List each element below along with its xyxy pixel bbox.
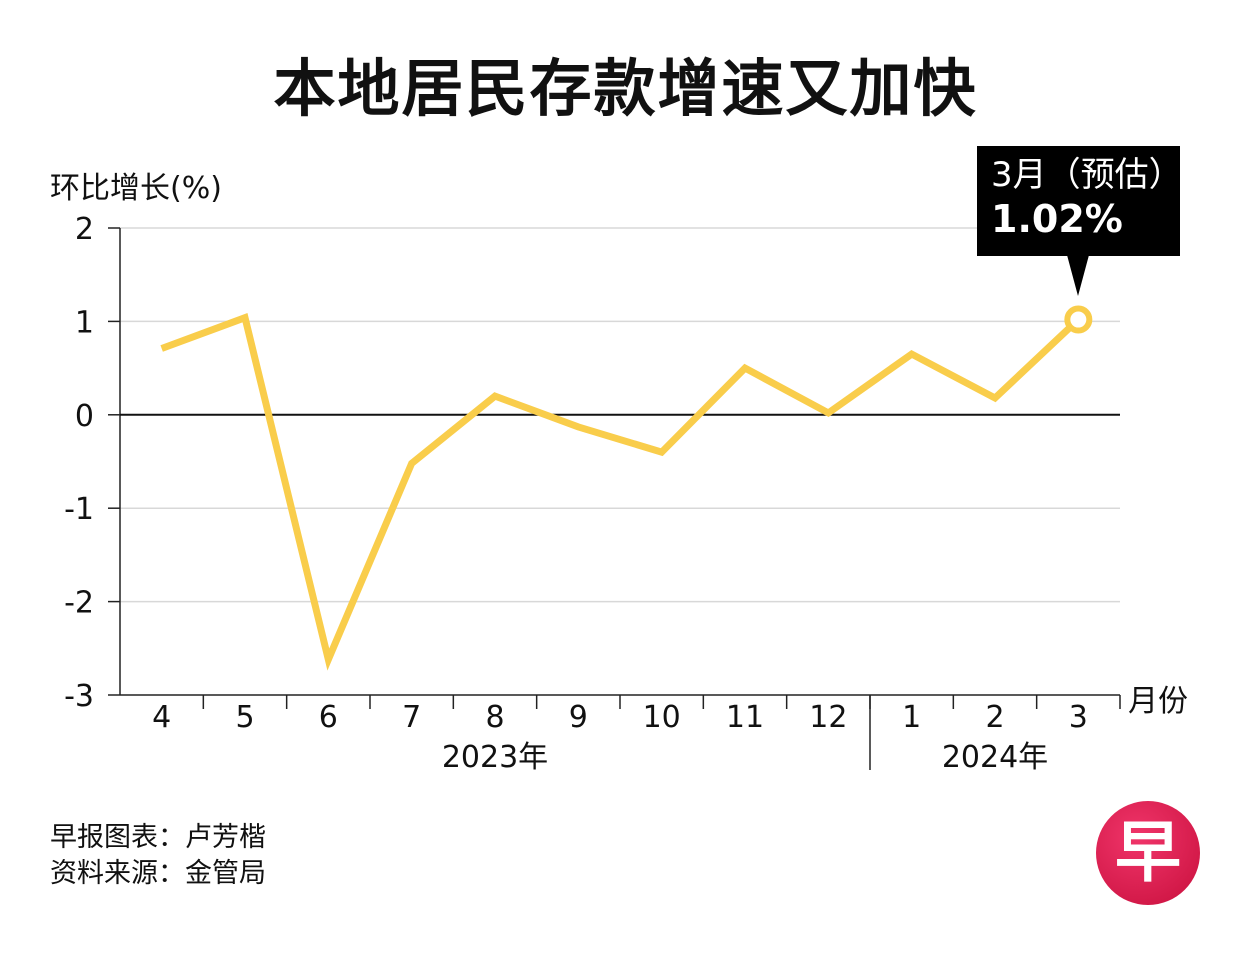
x-tick-label: 9 [569,700,588,735]
x-tick-label: 6 [319,700,338,735]
x-tick-label: 5 [235,700,254,735]
x-tick-label: 10 [643,700,681,735]
y-tick-label: -2 [64,586,94,621]
x-tick-label: 7 [402,700,421,735]
credit-source: 资料来源：金管局 [50,858,266,889]
y-axis-label: 环比增长(%) [50,171,222,206]
callout-pointer [1067,255,1089,296]
x-tick-label: 1 [902,700,921,735]
y-tick-label: -1 [64,492,94,527]
highlight-point [1064,305,1093,334]
annotation-value: 1.02% [991,197,1123,241]
y-tick-label: -3 [64,679,94,714]
x-tick-label: 4 [152,700,171,735]
credits: 早报图表：卢芳楷 资料来源：金管局 [50,820,266,892]
x-axis-label: 月份 [1128,684,1188,719]
zaobao-logo: 早 [1096,801,1200,905]
credit-author: 早报图表：卢芳楷 [50,822,266,853]
x-tick-label: 8 [485,700,504,735]
x-tick-label: 11 [726,700,764,735]
y-tick-label: 2 [75,212,94,247]
chart-title: 本地居民存款增速又加快 [273,52,978,125]
year-label: 2023年 [442,740,548,775]
annotation-label: 3月（预估） [991,155,1183,195]
x-tick-label: 3 [1069,700,1088,735]
x-tick-label: 12 [809,700,847,735]
year-label: 2024年 [942,740,1048,775]
x-tick-label: 2 [985,700,1004,735]
annotation-callout: 3月（预估） 1.02% [977,146,1183,256]
data-line [160,313,1081,671]
y-tick-label: 1 [75,305,94,340]
y-tick-label: 0 [75,399,94,434]
